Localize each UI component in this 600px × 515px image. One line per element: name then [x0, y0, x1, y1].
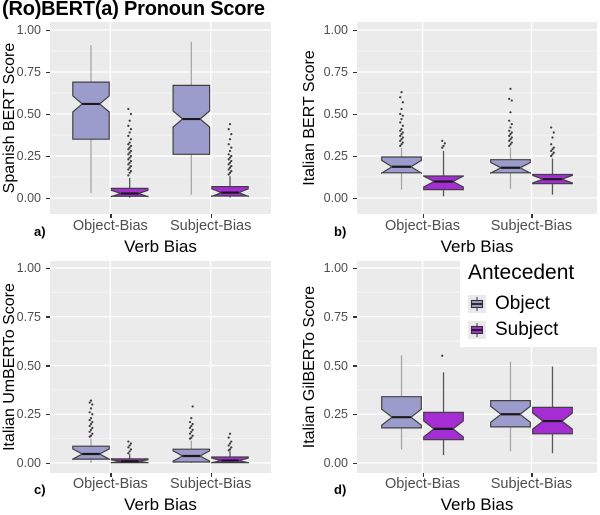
- x-tick-label: Subject-Bias: [169, 476, 252, 492]
- y-tick-label: 1.00: [323, 23, 348, 37]
- y-tick-label: 0.50: [323, 107, 348, 121]
- y-tick-label: 1.00: [16, 261, 41, 275]
- y-tick-mark: [46, 413, 50, 416]
- y-tick-label: 0.00: [323, 191, 348, 205]
- x-tick-mark: [110, 473, 112, 477]
- panel-letter-a: a): [34, 224, 46, 239]
- boxplot-key-icon-object: [468, 295, 486, 313]
- x-tick-mark: [422, 214, 425, 218]
- plot-area-a: [50, 22, 271, 214]
- boxplot-key-icon-subject: [468, 321, 486, 339]
- legend-label-subject: Subject: [495, 319, 559, 340]
- y-tick-label: 0.25: [16, 407, 41, 422]
- plot-area-b: [357, 22, 597, 214]
- x-tick-label: Object-Bias: [72, 218, 148, 234]
- y-tick-mark: [46, 316, 50, 318]
- x-tick-mark: [110, 214, 112, 218]
- x-axis-title-a: Verb Bias: [124, 237, 197, 256]
- y-tick-mark: [46, 197, 50, 199]
- boxplot-canvas-b: [357, 22, 597, 214]
- legend-entry-object: Object: [468, 291, 600, 317]
- legend-label-object: Object: [495, 293, 550, 314]
- x-tick-label: Object-Bias: [385, 476, 460, 492]
- x-tick-mark: [531, 214, 533, 218]
- x-tick-label: Subject-Bias: [490, 218, 573, 234]
- y-tick-mark: [46, 71, 50, 73]
- plot-area-c: [50, 261, 271, 473]
- y-tick-mark: [46, 29, 50, 31]
- boxplot-canvas-c: [50, 261, 271, 473]
- y-tick-label: 1.00: [323, 261, 348, 275]
- y-tick-label: 0.75: [323, 65, 348, 79]
- y-tick-label: 0.00: [323, 456, 348, 470]
- y-tick-mark: [353, 29, 357, 31]
- y-tick-label: 0.25: [323, 149, 348, 163]
- y-tick-label: 1.00: [16, 23, 41, 37]
- y-tick-label: 0.50: [16, 107, 41, 121]
- y-tick-mark: [353, 413, 357, 416]
- legend: Antecedent Object Subject: [460, 257, 600, 347]
- panel-b: Italian BERT Score Verb Bias b) 0.00 0.25…: [300, 22, 600, 256]
- figure-title: (Ro)BERT(a) Pronoun Score: [2, 0, 265, 20]
- y-tick-label: 0.75: [16, 65, 41, 79]
- legend-entry-subject: Subject: [468, 317, 600, 343]
- panel-letter-c: c): [34, 482, 46, 497]
- y-tick-mark: [353, 365, 357, 367]
- y-tick-mark: [353, 197, 357, 199]
- panel-a: Spanish BERT Score Verb Bias a) 0.00 0.25…: [0, 22, 300, 256]
- y-tick-mark: [353, 462, 357, 464]
- y-tick-label: 0.25: [323, 407, 348, 422]
- y-tick-label: 0.75: [16, 309, 41, 324]
- y-tick-mark: [46, 365, 50, 367]
- y-tick-label: 0.25: [16, 149, 41, 163]
- y-tick-label: 0.50: [323, 358, 348, 373]
- panel-d: Italian GilBERTo Score Verb Bias d) Ante…: [300, 257, 600, 514]
- legend-title: Antecedent: [468, 261, 575, 284]
- boxplot-canvas-a: [50, 22, 271, 214]
- y-tick-mark: [46, 267, 50, 269]
- y-tick-mark: [353, 316, 357, 318]
- y-tick-label: 0.75: [323, 309, 348, 324]
- x-axis-title-c: Verb Bias: [124, 495, 197, 514]
- y-tick-mark: [46, 113, 50, 115]
- x-tick-mark: [210, 473, 213, 477]
- y-tick-mark: [353, 267, 357, 269]
- y-tick-mark: [353, 71, 357, 73]
- x-axis-title-d: Verb Bias: [440, 495, 514, 514]
- panel-letter-d: d): [334, 482, 347, 497]
- x-tick-label: Object-Bias: [385, 218, 460, 234]
- y-tick-mark: [353, 113, 357, 115]
- x-tick-mark: [531, 473, 533, 477]
- y-tick-label: 0.00: [16, 456, 41, 470]
- x-axis-title-b: Verb Bias: [440, 237, 514, 256]
- y-tick-label: 0.00: [16, 191, 41, 205]
- y-tick-mark: [353, 155, 357, 157]
- y-tick-label: 0.50: [16, 358, 41, 373]
- x-tick-label: Subject-Bias: [169, 218, 252, 234]
- x-tick-label: Object-Bias: [72, 476, 148, 492]
- x-tick-mark: [422, 473, 425, 477]
- x-tick-label: Subject-Bias: [490, 476, 573, 492]
- y-tick-mark: [46, 155, 50, 157]
- panel-c: Italian UmBERTo Score Verb Bias c) 0.00 0…: [0, 261, 300, 514]
- x-tick-mark: [210, 214, 213, 218]
- y-tick-mark: [46, 462, 50, 464]
- panel-letter-b: b): [334, 224, 347, 239]
